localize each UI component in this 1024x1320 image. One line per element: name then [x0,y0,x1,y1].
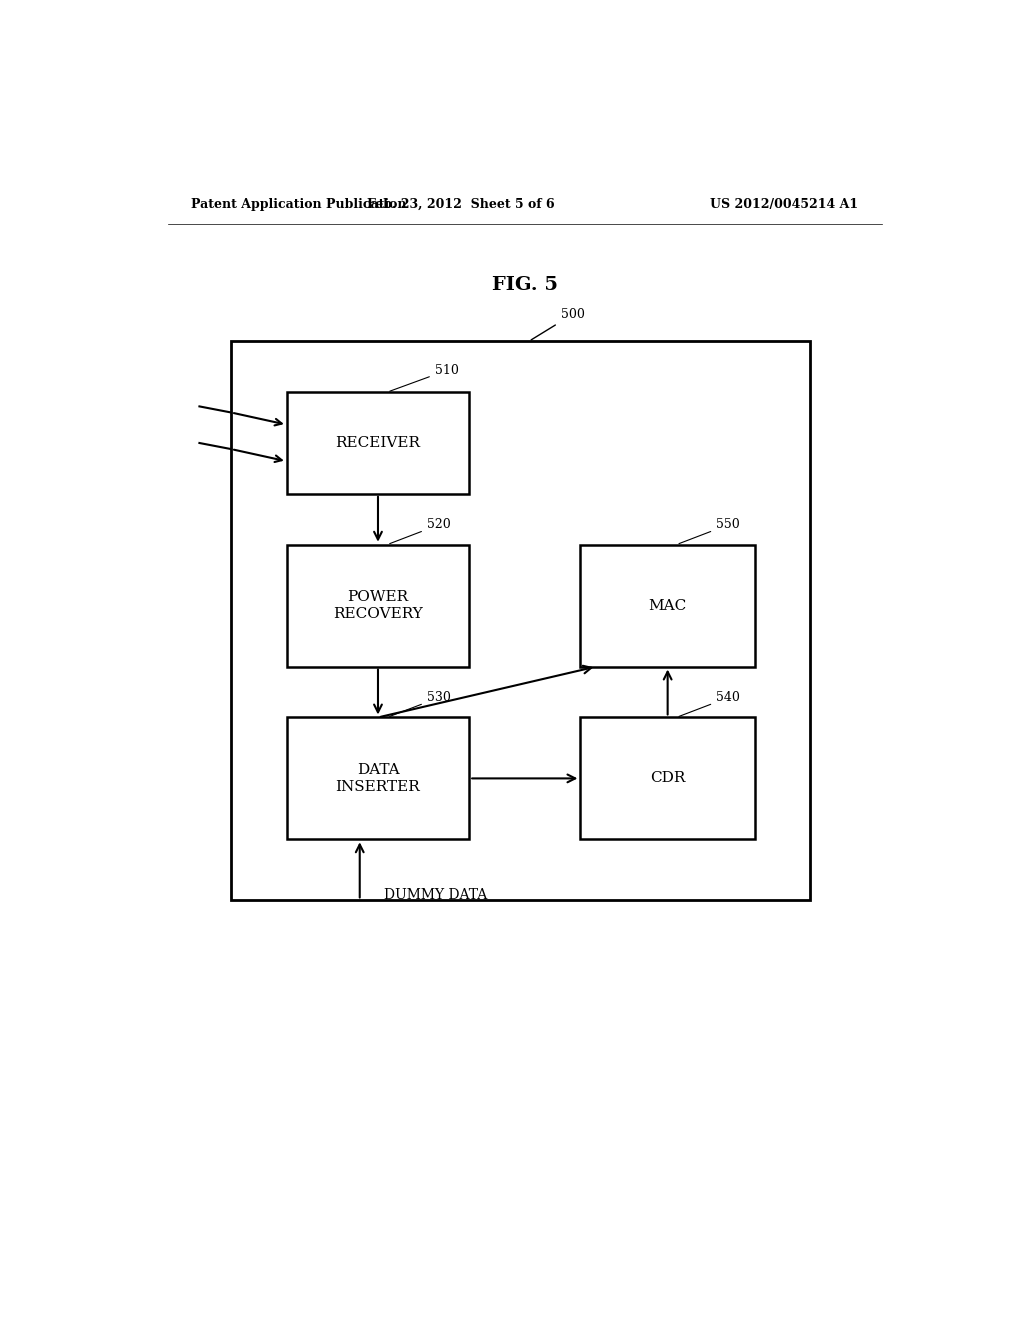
Text: 520: 520 [390,519,451,544]
Text: DUMMY DATA: DUMMY DATA [384,888,486,903]
Text: DATA
INSERTER: DATA INSERTER [336,763,421,795]
Text: 510: 510 [390,364,459,391]
Text: FIG. 5: FIG. 5 [492,276,558,294]
Bar [287,718,469,840]
Text: 550: 550 [679,519,739,544]
Text: Feb. 23, 2012  Sheet 5 of 6: Feb. 23, 2012 Sheet 5 of 6 [368,198,555,211]
Text: MAC: MAC [648,598,687,612]
Text: POWER
RECOVERY: POWER RECOVERY [333,590,423,622]
Bar [581,545,755,667]
Text: 530: 530 [390,692,451,717]
Text: CDR: CDR [650,771,685,785]
Bar [581,718,755,840]
Bar [287,545,469,667]
Text: RECEIVER: RECEIVER [336,436,421,450]
Bar [231,342,811,900]
Text: 500: 500 [531,308,585,339]
Bar [287,392,469,494]
Text: Patent Application Publication: Patent Application Publication [191,198,407,211]
Text: 540: 540 [679,692,740,717]
Text: US 2012/0045214 A1: US 2012/0045214 A1 [710,198,858,211]
